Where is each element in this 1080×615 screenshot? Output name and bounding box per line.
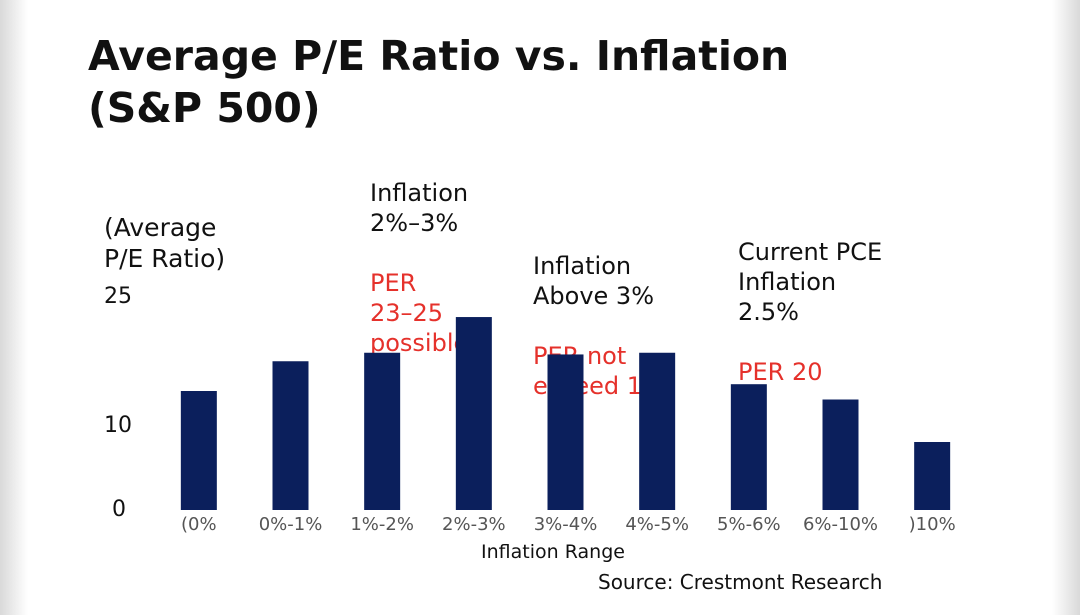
bar-6: [639, 352, 676, 510]
bar-3: [364, 352, 401, 510]
x-tick-label: (0%: [181, 514, 217, 535]
x-tick-label: 5%-6%: [717, 514, 781, 535]
y-tick-labels: 0 10 25: [104, 284, 132, 522]
bar-9: [914, 442, 951, 510]
bar-8: [822, 399, 859, 510]
frame-right-edge: [1052, 0, 1080, 615]
x-tick-labels: (0% 0%-1% 1%-2% 2%-3% 3%-4% 4%-5% 5%-6% 6%-10%)…: [181, 514, 956, 535]
annotation-2-3-text: Inflation 2%–3%: [370, 179, 469, 237]
annotation-current-pce-text: Current PCE Inflation 2.5%: [738, 238, 883, 326]
bar-4: [455, 317, 492, 510]
frame-left-edge: [0, 0, 28, 615]
x-tick-label: 0%-1%: [259, 514, 323, 535]
bar-7: [730, 384, 767, 510]
annotation-2-3: Inflation 2%–3% PER 23–25 possible: [370, 148, 468, 388]
annotation-above-3-text: Inflation Above 3%: [533, 252, 655, 310]
x-tick-label: 2%-3%: [442, 514, 506, 535]
y-tick-label: 10: [104, 413, 132, 438]
source-note: Source: Crestmont Research: [598, 570, 883, 594]
x-tick-label: )10%: [909, 514, 956, 535]
annotation-2-3-highlight: PER 23–25 possible: [370, 269, 469, 357]
x-tick-label: 1%-2%: [350, 514, 414, 535]
bar-1: [180, 391, 217, 510]
x-tick-label: 6%-10%: [803, 514, 878, 535]
chart-title: Average P/E Ratio vs. Inflation (S&P 500…: [88, 32, 790, 132]
annotation-current-pce: Current PCE Inflation 2.5% PER 20: [738, 207, 882, 417]
x-axis-label: Inflation Range: [481, 541, 625, 563]
annotation-current-pce-highlight: PER 20: [738, 358, 823, 386]
x-tick-label: 4%-5%: [625, 514, 689, 535]
x-tick-label: 3%-4%: [534, 514, 598, 535]
bars-group: [180, 317, 951, 510]
y-tick-label: 25: [104, 284, 132, 309]
y-axis-label: (Average P/E Ratio): [104, 213, 226, 273]
bar-5: [547, 354, 584, 510]
y-tick-label: 0: [112, 497, 126, 522]
bar-2: [272, 361, 309, 510]
